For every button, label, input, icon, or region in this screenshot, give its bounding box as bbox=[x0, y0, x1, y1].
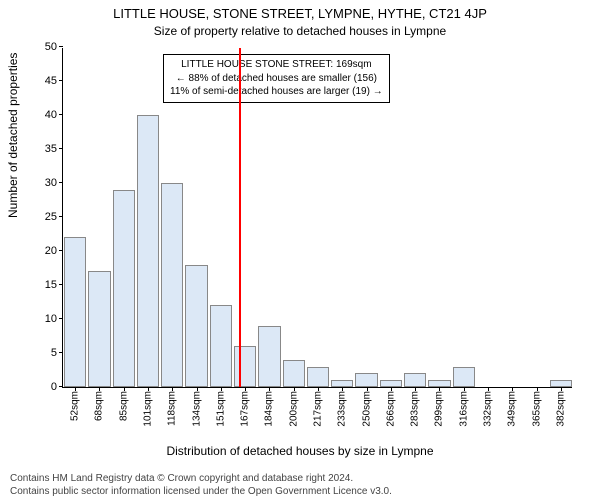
y-tick-mark bbox=[59, 250, 63, 251]
y-tick-mark bbox=[59, 182, 63, 183]
x-tick-label: 184sqm bbox=[264, 387, 275, 427]
histogram-bar bbox=[307, 367, 329, 387]
y-tick-mark bbox=[59, 352, 63, 353]
x-tick-label: 101sqm bbox=[143, 387, 154, 427]
x-axis-label: Distribution of detached houses by size … bbox=[0, 444, 600, 458]
x-tick-label: 217sqm bbox=[313, 387, 324, 427]
y-tick-label: 0 bbox=[51, 381, 63, 393]
histogram-bar bbox=[64, 237, 86, 387]
y-tick-mark bbox=[59, 46, 63, 47]
y-tick-label: 5 bbox=[51, 347, 63, 359]
x-tick-label: 349sqm bbox=[507, 387, 518, 427]
y-tick-mark bbox=[59, 386, 63, 387]
x-tick-label: 316sqm bbox=[458, 387, 469, 427]
x-tick-label: 233sqm bbox=[337, 387, 348, 427]
y-tick-label: 30 bbox=[45, 177, 63, 189]
footer-attribution: Contains HM Land Registry data © Crown c… bbox=[10, 472, 590, 498]
x-tick-label: 134sqm bbox=[191, 387, 202, 427]
histogram-bar bbox=[113, 190, 135, 387]
footer-line-1: Contains HM Land Registry data © Crown c… bbox=[10, 472, 590, 485]
y-tick-label: 10 bbox=[45, 313, 63, 325]
y-tick-label: 40 bbox=[45, 109, 63, 121]
y-tick-mark bbox=[59, 284, 63, 285]
x-tick-label: 283sqm bbox=[410, 387, 421, 427]
x-tick-label: 365sqm bbox=[531, 387, 542, 427]
annotation-line-3: 11% of semi-detached houses are larger (… bbox=[170, 85, 383, 99]
y-axis-label: Number of detached properties bbox=[6, 53, 20, 218]
y-tick-mark bbox=[59, 216, 63, 217]
x-tick-label: 167sqm bbox=[240, 387, 251, 427]
y-tick-mark bbox=[59, 80, 63, 81]
annotation-line-1: LITTLE HOUSE STONE STREET: 169sqm bbox=[170, 58, 383, 72]
chart-container: LITTLE HOUSE, STONE STREET, LYMPNE, HYTH… bbox=[0, 0, 600, 500]
y-tick-mark bbox=[59, 114, 63, 115]
x-tick-label: 151sqm bbox=[215, 387, 226, 427]
footer-line-2: Contains public sector information licen… bbox=[10, 485, 590, 498]
histogram-bar bbox=[234, 346, 256, 387]
chart-title-sub: Size of property relative to detached ho… bbox=[0, 24, 600, 38]
histogram-bar bbox=[185, 265, 207, 387]
x-tick-label: 266sqm bbox=[385, 387, 396, 427]
y-tick-label: 35 bbox=[45, 143, 63, 155]
x-tick-label: 332sqm bbox=[483, 387, 494, 427]
histogram-bar bbox=[161, 183, 183, 387]
annotation-box: LITTLE HOUSE STONE STREET: 169sqm ← 88% … bbox=[163, 54, 390, 103]
x-tick-label: 382sqm bbox=[555, 387, 566, 427]
x-tick-label: 52sqm bbox=[70, 387, 81, 421]
y-tick-mark bbox=[59, 318, 63, 319]
x-tick-label: 68sqm bbox=[94, 387, 105, 421]
y-tick-label: 20 bbox=[45, 245, 63, 257]
x-tick-label: 85sqm bbox=[118, 387, 129, 421]
histogram-bar bbox=[550, 380, 572, 387]
histogram-bar bbox=[88, 271, 110, 387]
x-tick-label: 200sqm bbox=[288, 387, 299, 427]
histogram-bar bbox=[210, 305, 232, 387]
x-tick-label: 118sqm bbox=[167, 387, 178, 426]
histogram-bar bbox=[428, 380, 450, 387]
histogram-bar bbox=[283, 360, 305, 387]
x-tick-label: 299sqm bbox=[434, 387, 445, 427]
reference-line bbox=[239, 48, 241, 387]
x-tick-label: 250sqm bbox=[361, 387, 372, 427]
histogram-bar bbox=[355, 373, 377, 387]
plot-area: LITTLE HOUSE STONE STREET: 169sqm ← 88% … bbox=[62, 48, 572, 388]
histogram-bar bbox=[453, 367, 475, 387]
histogram-bar bbox=[137, 115, 159, 387]
histogram-bar bbox=[380, 380, 402, 387]
y-tick-label: 15 bbox=[45, 279, 63, 291]
y-tick-label: 50 bbox=[45, 41, 63, 53]
chart-title-main: LITTLE HOUSE, STONE STREET, LYMPNE, HYTH… bbox=[0, 6, 600, 21]
histogram-bar bbox=[404, 373, 426, 387]
y-tick-mark bbox=[59, 148, 63, 149]
histogram-bar bbox=[258, 326, 280, 387]
y-tick-label: 25 bbox=[45, 211, 63, 223]
annotation-line-2: ← 88% of detached houses are smaller (15… bbox=[170, 72, 383, 86]
histogram-bar bbox=[331, 380, 353, 387]
y-tick-label: 45 bbox=[45, 75, 63, 87]
